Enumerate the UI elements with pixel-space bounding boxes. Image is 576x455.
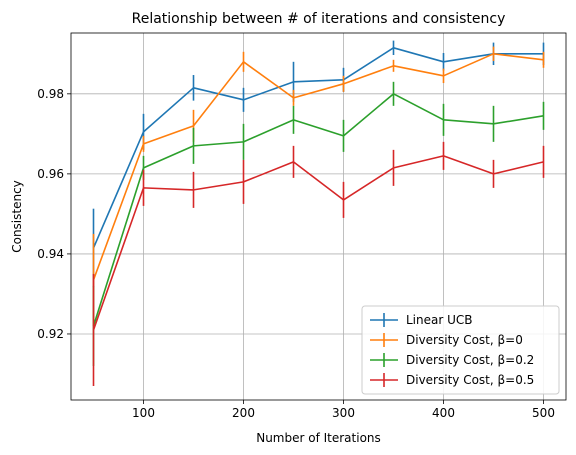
- y-tick-label: 0.96: [37, 167, 64, 181]
- series-line: [92, 53, 544, 281]
- legend-label: Linear UCB: [406, 313, 473, 327]
- x-tick-label: 500: [532, 406, 555, 420]
- y-tick-label: 0.92: [37, 327, 64, 341]
- legend-label: Diversity Cost, β=0: [406, 333, 523, 347]
- plot-frame: [70, 32, 567, 401]
- y-tick-label: 0.98: [37, 87, 64, 101]
- series-line: [92, 47, 544, 249]
- x-tick-label: 400: [432, 406, 455, 420]
- x-tick-label: 300: [332, 406, 355, 420]
- chart-title: Relationship between # of iterations and…: [132, 11, 506, 27]
- series-layer: [92, 40, 545, 386]
- series-line: [92, 155, 544, 331]
- legend-entry: Linear UCB: [370, 313, 473, 327]
- legend-box: [361, 305, 560, 395]
- axis-ticks: 100 200 300 400 500 0.92 0.94 0.96 0.98: [37, 87, 555, 420]
- x-tick-label: 200: [232, 406, 255, 420]
- x-tick-label: 100: [132, 406, 155, 420]
- series-line: [92, 93, 544, 327]
- legend-label: Diversity Cost, β=0.5: [406, 373, 534, 387]
- legend-entry: Diversity Cost, β=0: [370, 333, 523, 347]
- series-4: [92, 141, 545, 386]
- legend-entry: Diversity Cost, β=0.5: [370, 373, 534, 387]
- legend-entry: Diversity Cost, β=0.2: [370, 353, 534, 367]
- legend-label: Diversity Cost, β=0.2: [406, 353, 534, 367]
- y-axis-label: Consistency: [10, 180, 24, 253]
- series-1: [92, 40, 545, 288]
- x-axis-label: Number of Iterations: [256, 431, 381, 445]
- y-tick-label: 0.94: [37, 247, 64, 261]
- series-2: [92, 46, 545, 326]
- legend: Linear UCB Diversity Cost, β=0 Diversity C…: [361, 305, 560, 395]
